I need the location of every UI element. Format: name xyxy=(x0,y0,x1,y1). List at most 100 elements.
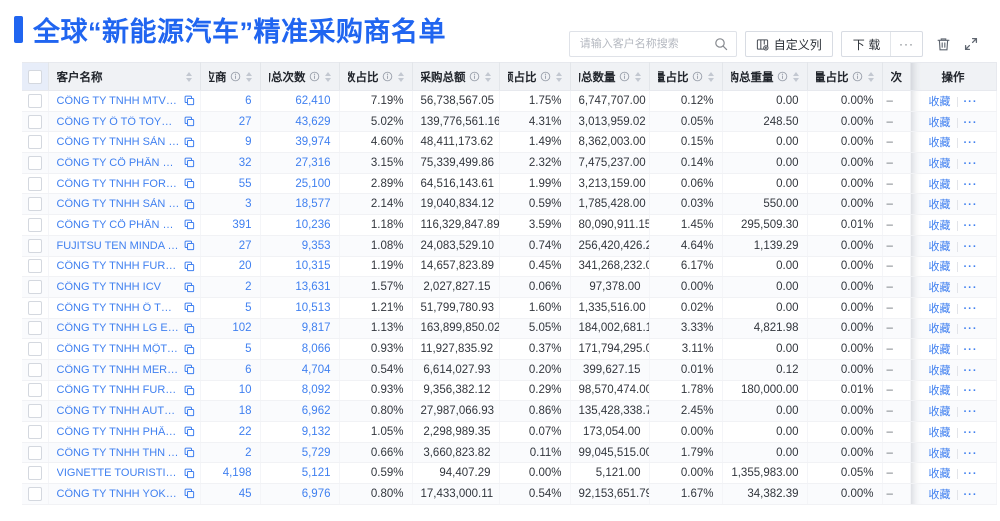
more-actions-button[interactable]: ··· xyxy=(963,344,978,357)
copy-icon[interactable] xyxy=(184,302,195,313)
favorite-button[interactable]: 收藏 xyxy=(928,488,951,501)
customer-name-link[interactable]: CÔNG TY TNHH MTV SẢN XUẤ... xyxy=(56,94,180,107)
favorite-button[interactable]: 收藏 xyxy=(928,240,951,253)
customer-name-link[interactable]: CÔNG TY TNHH THN AUTOPAR... xyxy=(56,446,180,459)
sort-icon[interactable] xyxy=(707,71,714,82)
suppliers-count[interactable]: 22 xyxy=(200,421,261,443)
more-actions-button[interactable]: ··· xyxy=(963,406,978,419)
column-header-times[interactable]: 采购总次数 xyxy=(260,62,340,91)
customer-name-link[interactable]: CÔNG TY CỔ PHẦN SẢN XUẤT... xyxy=(56,218,180,231)
suppliers-count[interactable]: 9 xyxy=(200,131,261,154)
sort-icon[interactable] xyxy=(555,71,562,82)
favorite-button[interactable]: 收藏 xyxy=(928,344,951,357)
more-actions-button[interactable]: ··· xyxy=(963,157,978,170)
row-checkbox[interactable] xyxy=(27,135,42,150)
customer-name-link[interactable]: CÔNG TY Ô TÔ TOYOTA VIỆT ... xyxy=(56,115,180,128)
favorite-button[interactable]: 收藏 xyxy=(928,178,951,191)
download-more-button[interactable]: ··· xyxy=(890,32,922,56)
favorite-button[interactable]: 收藏 xyxy=(928,199,951,212)
suppliers-count[interactable]: 2 xyxy=(200,442,261,464)
suppliers-count[interactable]: 10 xyxy=(200,380,261,402)
customer-name-link[interactable]: CÔNG TY TNHH FURUKAWA A... xyxy=(56,384,180,397)
select-all-checkbox[interactable] xyxy=(22,62,49,91)
search-icon[interactable] xyxy=(714,37,728,51)
suppliers-count[interactable]: 4,198 xyxy=(200,462,261,485)
more-actions-button[interactable]: ··· xyxy=(963,302,978,315)
more-actions-button[interactable]: ··· xyxy=(963,468,978,481)
suppliers-count[interactable]: 5 xyxy=(200,297,261,319)
more-actions-button[interactable]: ··· xyxy=(963,116,978,129)
favorite-button[interactable]: 收藏 xyxy=(928,157,951,170)
favorite-button[interactable]: 收藏 xyxy=(928,468,951,481)
purchase-times[interactable]: 6,976 xyxy=(260,483,340,505)
purchase-times[interactable]: 62,410 xyxy=(260,90,340,112)
copy-icon[interactable] xyxy=(184,447,195,458)
purchase-times[interactable]: 10,513 xyxy=(260,297,340,319)
customer-name-link[interactable]: CÔNG TY TNHH Ô TÔ MITSUBI... xyxy=(56,301,180,314)
row-checkbox[interactable] xyxy=(27,280,42,295)
customize-columns-button[interactable]: 自定义列 xyxy=(744,31,833,57)
row-checkbox[interactable] xyxy=(27,93,42,108)
delete-icon[interactable] xyxy=(936,36,951,52)
copy-icon[interactable] xyxy=(184,282,195,293)
copy-icon[interactable] xyxy=(184,426,195,437)
column-header-weight[interactable]: 采购总重量 xyxy=(722,62,808,91)
favorite-button[interactable]: 收藏 xyxy=(928,385,951,398)
sort-icon[interactable] xyxy=(867,71,874,82)
copy-icon[interactable] xyxy=(184,385,195,396)
copy-icon[interactable] xyxy=(184,488,195,499)
purchase-times[interactable]: 25,100 xyxy=(260,173,340,195)
more-actions-button[interactable]: ··· xyxy=(963,178,978,191)
purchase-times[interactable]: 5,121 xyxy=(260,462,340,485)
purchase-times[interactable]: 10,315 xyxy=(260,256,340,278)
sort-icon[interactable] xyxy=(185,71,192,82)
column-header-name[interactable]: 客户名称 xyxy=(48,62,201,91)
favorite-button[interactable]: 收藏 xyxy=(928,302,951,315)
row-checkbox[interactable] xyxy=(27,217,42,232)
fullscreen-icon[interactable] xyxy=(964,37,978,51)
more-actions-button[interactable]: ··· xyxy=(963,426,978,439)
copy-icon[interactable] xyxy=(184,468,195,479)
suppliers-count[interactable]: 27 xyxy=(200,235,261,257)
customer-name-link[interactable]: CÔNG TY TNHH AUTEL VIỆT N... xyxy=(56,405,180,418)
column-header-qty[interactable]: 采购总数量 xyxy=(570,62,650,91)
favorite-button[interactable]: 收藏 xyxy=(928,364,951,377)
column-header-suppliers[interactable]: 供应商 xyxy=(200,62,261,91)
more-actions-button[interactable]: ··· xyxy=(963,219,978,232)
row-checkbox[interactable] xyxy=(27,362,42,377)
purchase-times[interactable]: 5,729 xyxy=(260,442,340,464)
suppliers-count[interactable]: 55 xyxy=(200,173,261,195)
more-actions-button[interactable]: ··· xyxy=(963,137,978,150)
sort-icon[interactable] xyxy=(397,71,404,82)
favorite-button[interactable]: 收藏 xyxy=(928,261,951,274)
copy-icon[interactable] xyxy=(184,157,195,168)
customer-name-link[interactable]: CÔNG TY TNHH PHÂN PHỐI T... xyxy=(56,425,180,438)
copy-icon[interactable] xyxy=(184,178,195,189)
search-input[interactable] xyxy=(577,37,710,51)
suppliers-count[interactable]: 3 xyxy=(200,193,261,216)
row-checkbox[interactable] xyxy=(27,176,42,191)
suppliers-count[interactable]: 5 xyxy=(200,338,261,360)
favorite-button[interactable]: 收藏 xyxy=(928,447,951,460)
row-checkbox[interactable] xyxy=(27,486,42,501)
row-checkbox[interactable] xyxy=(27,445,42,460)
sort-icon[interactable] xyxy=(792,71,799,82)
suppliers-count[interactable]: 20 xyxy=(200,256,261,278)
purchase-times[interactable]: 27,316 xyxy=(260,152,340,174)
favorite-button[interactable]: 收藏 xyxy=(928,116,951,129)
purchase-times[interactable]: 8,092 xyxy=(260,380,340,402)
more-actions-button[interactable]: ··· xyxy=(963,364,978,377)
copy-icon[interactable] xyxy=(184,406,195,417)
row-checkbox[interactable] xyxy=(27,197,42,212)
suppliers-count[interactable]: 18 xyxy=(200,400,261,422)
more-actions-button[interactable]: ··· xyxy=(963,261,978,274)
copy-icon[interactable] xyxy=(184,240,195,251)
copy-icon[interactable] xyxy=(184,199,195,210)
sort-icon[interactable] xyxy=(484,71,491,82)
purchase-times[interactable]: 43,629 xyxy=(260,111,340,133)
row-checkbox[interactable] xyxy=(27,259,42,274)
suppliers-count[interactable]: 6 xyxy=(200,90,261,112)
customer-name-link[interactable]: CÔNG TY TNHH YOKOWO VIỆT... xyxy=(56,487,180,500)
